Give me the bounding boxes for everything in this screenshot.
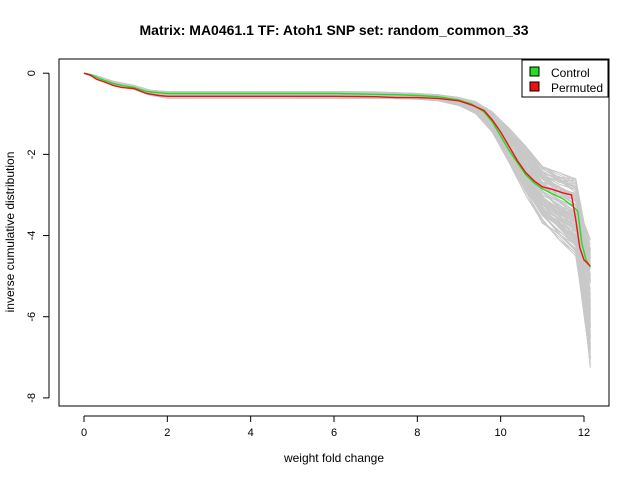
x-tick-label: 2 <box>164 427 170 439</box>
legend-swatch-permuted <box>529 81 540 92</box>
plot-area <box>83 72 591 369</box>
background-curve <box>83 72 591 251</box>
y-axis: 0 -2 -4 -6 -8 <box>26 70 50 403</box>
y-tick-label: -4 <box>26 231 38 241</box>
x-tick-label: 10 <box>495 427 507 439</box>
x-tick-label: 0 <box>81 427 87 439</box>
chart-title: Matrix: MA0461.1 TF: Atoh1 SNP set: rand… <box>140 22 529 38</box>
series-lines <box>83 72 591 268</box>
plot-frame <box>58 58 610 407</box>
x-tick-label: 12 <box>578 427 590 439</box>
y-tick-label: -8 <box>26 393 38 403</box>
x-axis-label: weight fold change <box>283 451 384 465</box>
background-curve <box>83 72 591 240</box>
legend-label-control: Control <box>551 66 590 80</box>
legend: Control Permuted <box>521 59 609 98</box>
y-tick-label: 0 <box>26 70 38 76</box>
x-axis: 0 2 4 6 8 10 12 <box>81 415 590 439</box>
legend-label-permuted: Permuted <box>551 81 603 95</box>
x-tick-label: 4 <box>248 427 254 439</box>
x-tick-label: 8 <box>414 427 420 439</box>
y-axis-label: inverse cumulative distribution <box>3 152 17 313</box>
x-tick-label: 6 <box>331 427 337 439</box>
series-line-control <box>83 72 591 268</box>
y-tick-label: -6 <box>26 312 38 322</box>
legend-swatch-control <box>529 66 540 77</box>
series-line-permuted <box>83 72 591 267</box>
y-tick-label: -2 <box>26 149 38 159</box>
